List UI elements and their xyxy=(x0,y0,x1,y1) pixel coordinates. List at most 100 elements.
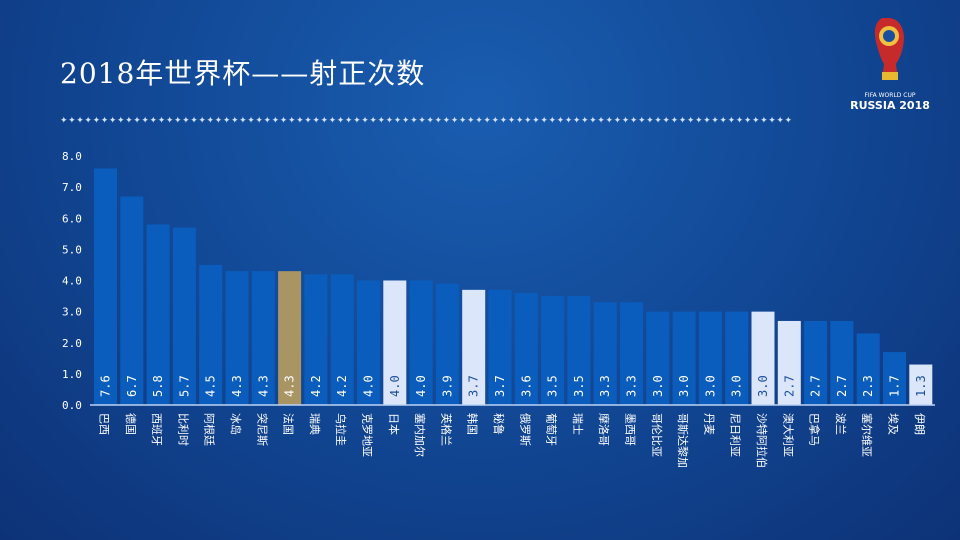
data-label: 3.5 xyxy=(572,375,586,397)
data-label: 1.3 xyxy=(914,375,928,397)
category-label: 葡萄牙 xyxy=(545,413,558,446)
bar xyxy=(383,280,407,405)
data-label: 7.6 xyxy=(99,375,113,397)
data-label: 4.0 xyxy=(388,375,402,397)
bar xyxy=(172,227,196,405)
data-label: 4.3 xyxy=(230,375,244,397)
bar xyxy=(94,168,117,405)
data-label: 3.0 xyxy=(651,375,665,397)
page-title: 2018年世界杯——射正次数 xyxy=(60,57,426,90)
category-label: 波兰 xyxy=(834,413,847,435)
category-label: 英格兰 xyxy=(439,413,453,446)
bar xyxy=(672,311,696,405)
bar xyxy=(909,364,933,405)
y-tick-label: 1.0 xyxy=(62,368,82,381)
category-label: 埃及 xyxy=(887,413,901,435)
bar xyxy=(435,283,459,405)
bar xyxy=(330,274,354,405)
category-label: 突尼斯 xyxy=(255,413,269,446)
y-tick-label: 0.0 xyxy=(62,399,82,412)
data-label: 4.5 xyxy=(204,375,218,397)
data-label: 4.0 xyxy=(362,375,376,397)
bar xyxy=(567,296,591,405)
category-label: 法国 xyxy=(282,413,296,435)
logo-subtitle: FIFA WORLD CUP xyxy=(864,92,916,99)
data-label: 5.8 xyxy=(151,375,165,397)
data-label: 2.7 xyxy=(835,375,849,397)
category-label: 日本 xyxy=(387,413,401,435)
y-tick-label: 3.0 xyxy=(62,306,82,319)
data-label: 3.7 xyxy=(467,375,481,397)
category-label: 丹麦 xyxy=(702,413,715,435)
category-label: 韩国 xyxy=(466,413,480,435)
world-cup-logo: FIFA WORLD CUP RUSSIA 2018 xyxy=(842,14,938,114)
data-label: 3.5 xyxy=(546,375,560,397)
category-label: 沙特阿拉伯 xyxy=(755,413,769,468)
category-label: 尼日利亚 xyxy=(729,413,742,457)
y-tick-label: 5.0 xyxy=(62,243,82,256)
bar xyxy=(409,280,433,405)
data-label: 3.3 xyxy=(625,375,639,397)
bar xyxy=(357,280,380,405)
bar xyxy=(199,264,223,405)
category-label: 克罗地亚 xyxy=(361,413,374,457)
bar xyxy=(225,271,249,405)
category-label: 俄罗斯 xyxy=(518,413,531,446)
data-label: 4.2 xyxy=(335,375,349,397)
y-tick-label: 8.0 xyxy=(62,150,82,163)
bar xyxy=(462,289,486,405)
data-label: 5.7 xyxy=(177,375,191,397)
category-label: 墨西哥 xyxy=(624,413,637,446)
data-label: 3.9 xyxy=(440,375,454,397)
y-tick-label: 6.0 xyxy=(62,212,82,225)
data-label: 3.0 xyxy=(703,375,717,397)
y-tick-label: 4.0 xyxy=(62,275,82,288)
bar xyxy=(883,352,906,405)
category-label: 德国 xyxy=(124,413,138,435)
category-label: 瑞典 xyxy=(308,413,322,435)
data-label: 3.0 xyxy=(730,375,744,397)
decorative-separator: ✦✦✦✦✦✦✦✦✦✦✦✦✦✦✦✦✦✦✦✦✦✦✦✦✦✦✦✦✦✦✦✦✦✦✦✦✦✦✦✦… xyxy=(60,116,793,126)
y-tick-label: 7.0 xyxy=(62,181,82,194)
data-label: 3.3 xyxy=(598,375,612,397)
data-label: 6.7 xyxy=(125,375,139,397)
bar xyxy=(488,289,512,405)
category-label: 乌拉圭 xyxy=(334,413,348,446)
data-label: 4.3 xyxy=(283,375,297,397)
data-label: 2.7 xyxy=(809,375,823,397)
category-label: 比利时 xyxy=(176,413,189,446)
bar xyxy=(146,224,170,405)
data-label: 2.3 xyxy=(861,375,875,397)
category-label: 塞内加尔 xyxy=(413,413,427,457)
bar xyxy=(620,302,643,405)
data-label: 3.7 xyxy=(493,375,507,397)
category-label: 哥伦比亚 xyxy=(650,413,664,457)
data-label: 3.0 xyxy=(756,375,770,397)
category-label: 阿根廷 xyxy=(203,413,217,446)
category-label: 澳大利亚 xyxy=(781,413,795,457)
bar xyxy=(304,274,328,405)
data-label: 4.2 xyxy=(309,375,323,397)
data-label: 4.3 xyxy=(256,375,270,397)
trophy-icon xyxy=(874,18,904,80)
bar xyxy=(698,311,722,405)
bar xyxy=(251,271,275,405)
category-label: 伊朗 xyxy=(913,413,926,435)
bar xyxy=(830,320,854,405)
bar xyxy=(725,311,749,405)
category-label: 摩洛哥 xyxy=(597,413,611,446)
category-label: 冰岛 xyxy=(229,413,243,435)
category-label: 秘鲁 xyxy=(492,413,506,435)
y-tick-label: 2.0 xyxy=(62,337,82,350)
data-label: 3.6 xyxy=(519,375,533,397)
category-label: 巴拿马 xyxy=(808,413,822,446)
logo-title: RUSSIA 2018 xyxy=(850,99,930,112)
bar xyxy=(120,196,144,405)
category-label: 瑞士 xyxy=(571,413,585,435)
bar xyxy=(541,296,565,405)
data-label: 2.7 xyxy=(782,375,796,397)
bar xyxy=(278,271,302,405)
bar xyxy=(856,333,880,405)
data-label: 4.0 xyxy=(414,375,428,397)
